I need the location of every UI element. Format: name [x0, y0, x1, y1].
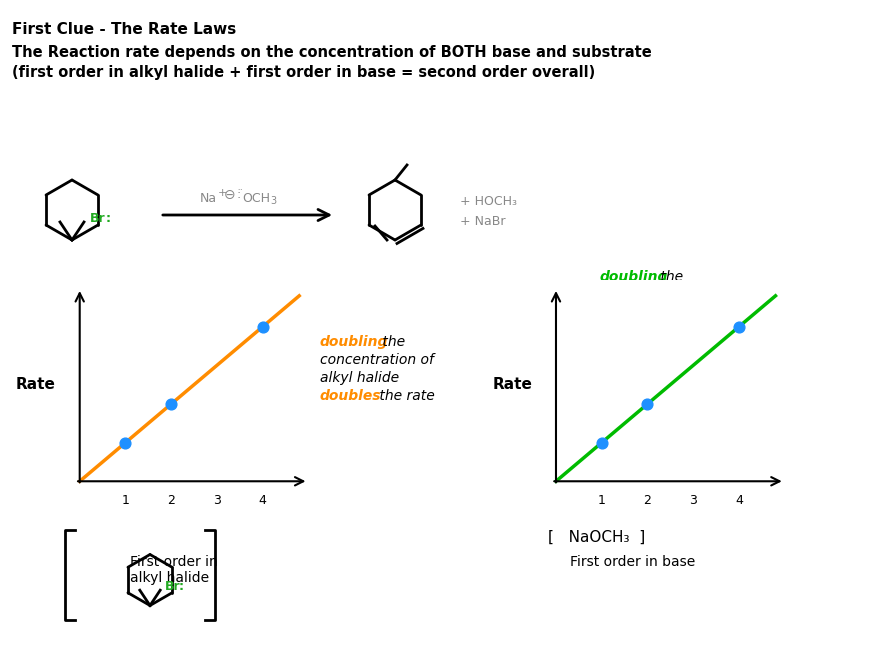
Point	[256, 321, 270, 332]
Y-axis label: Rate: Rate	[16, 377, 56, 393]
Text: Na: Na	[200, 192, 217, 205]
Text: :: :	[106, 211, 111, 224]
Text: ⊖: ⊖	[224, 188, 235, 202]
Text: doubles: doubles	[632, 306, 693, 320]
Text: concentration of: concentration of	[320, 353, 434, 367]
Text: concentration of: concentration of	[600, 288, 714, 302]
Point	[594, 437, 609, 448]
Text: the rate: the rate	[375, 389, 435, 403]
Text: The Reaction rate depends on the concentration of BOTH base and substrate
(first: The Reaction rate depends on the concent…	[12, 45, 652, 80]
Text: ..: ..	[237, 182, 243, 192]
Y-axis label: Rate: Rate	[492, 377, 532, 393]
Text: + NaBr: + NaBr	[460, 215, 505, 228]
Text: doubling: doubling	[320, 335, 388, 349]
Text: +: +	[218, 188, 228, 198]
Text: First order in base: First order in base	[570, 555, 695, 569]
Text: First Clue - The Rate Laws: First Clue - The Rate Laws	[12, 22, 236, 37]
Point	[118, 437, 132, 448]
Text: [   NaOCH₃  ]: [ NaOCH₃ ]	[548, 530, 646, 545]
Point	[164, 399, 178, 409]
Text: the: the	[378, 335, 405, 349]
Text: the rate: the rate	[600, 324, 655, 338]
Text: base: base	[600, 306, 638, 320]
Text: doubling: doubling	[600, 270, 669, 284]
Text: doubles: doubles	[320, 389, 382, 403]
Point	[640, 399, 654, 409]
Point	[732, 321, 746, 332]
Text: the: the	[656, 270, 684, 284]
Text: Br: Br	[90, 211, 106, 224]
Text: Br: Br	[165, 580, 181, 593]
Text: First order in
alkyl halide: First order in alkyl halide	[130, 555, 218, 585]
Text: :: :	[237, 188, 242, 201]
Text: + HOCH₃: + HOCH₃	[460, 195, 517, 208]
Text: :: :	[179, 580, 184, 593]
Text: alkyl halide: alkyl halide	[320, 371, 400, 385]
Text: 3: 3	[270, 196, 276, 206]
Text: OCH: OCH	[242, 192, 270, 205]
